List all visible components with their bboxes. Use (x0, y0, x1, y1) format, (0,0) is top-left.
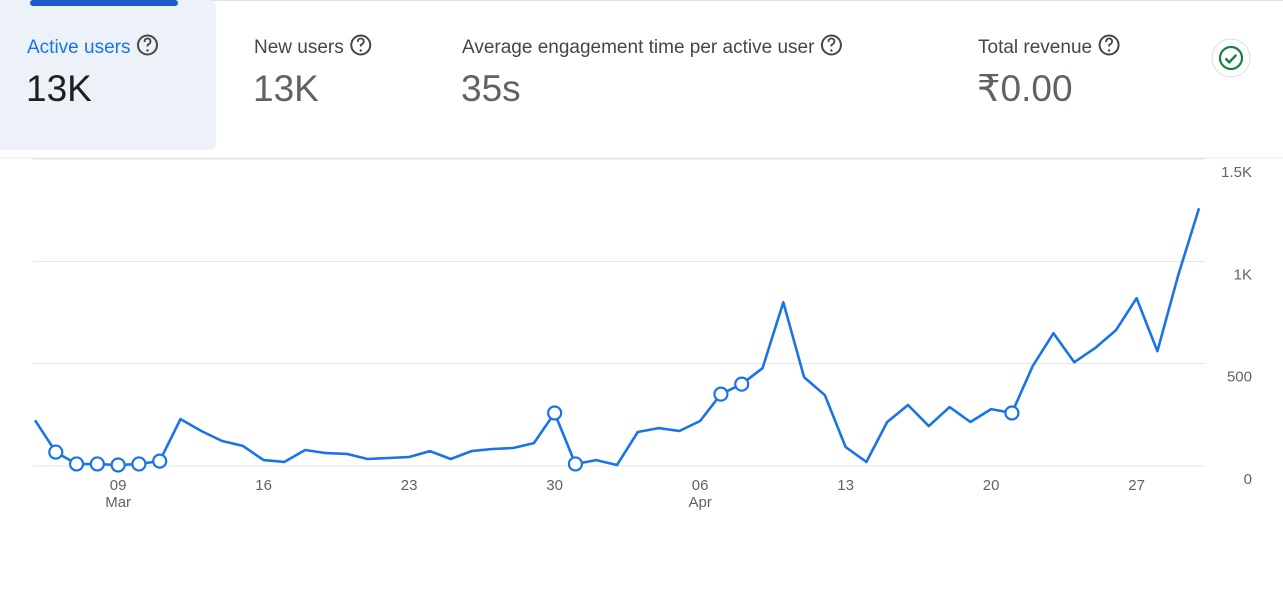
metric-cards: Active users 13K New users 13K Average engag… (26, 34, 1120, 110)
help-glyph (1105, 37, 1113, 47)
help-icon[interactable] (136, 34, 158, 56)
help-icon[interactable] (350, 34, 372, 56)
status-circle (1211, 38, 1251, 78)
anomaly-marker[interactable] (48, 444, 64, 460)
help-circle (136, 34, 158, 56)
help-icon[interactable] (1098, 34, 1120, 56)
x-tick-label: 27 (1128, 477, 1145, 494)
help-dot (359, 49, 362, 52)
metric-label: Average engagement time per active user (462, 37, 815, 58)
metric-value: ₹0.00 (977, 68, 1073, 109)
anomaly-marker[interactable] (131, 456, 147, 472)
anomaly-marker[interactable] (547, 405, 563, 421)
metric-label: Total revenue (978, 37, 1092, 58)
help-circle (350, 34, 372, 56)
x-tick-label: 20 (983, 477, 1000, 494)
x-tick-label: 23 (401, 477, 418, 494)
x-tick-label: 09 (110, 477, 127, 494)
metric-card[interactable]: Active users 13K (26, 34, 158, 110)
y-tick-label: 0 (1244, 471, 1252, 488)
metric-card[interactable]: New users 13K (253, 34, 372, 110)
metric-value: 35s (461, 68, 521, 109)
x-month-label: Apr (688, 494, 711, 511)
status-icon[interactable] (1211, 38, 1251, 78)
x-tick-label: 06 (692, 477, 709, 494)
anomaly-marker[interactable] (152, 453, 168, 469)
metric-label: Active users (27, 37, 130, 58)
check-mark (1224, 53, 1238, 65)
anomaly-marker[interactable] (89, 456, 105, 472)
selected-card-bg[interactable] (0, 0, 216, 150)
x-tick-label: 13 (837, 477, 854, 494)
help-glyph (827, 37, 836, 47)
metric-value: 13K (26, 68, 92, 109)
help-dot (830, 49, 833, 52)
metric-label: New users (254, 37, 344, 58)
anomaly-marker[interactable] (713, 386, 729, 402)
help-circle (1098, 34, 1120, 56)
selected-tab-indicator (30, 0, 178, 6)
anomaly-marker[interactable] (567, 456, 584, 472)
y-tick-label: 1K (1234, 266, 1252, 283)
x-tick-label: 16 (255, 477, 272, 494)
help-circle (820, 34, 842, 56)
x-tick-label: 30 (546, 477, 563, 494)
anomaly-marker[interactable] (110, 457, 126, 473)
y-tick-label: 1.5K (1221, 164, 1252, 181)
help-dot (1107, 49, 1111, 52)
anomaly-marker[interactable] (68, 456, 85, 472)
help-glyph (356, 37, 365, 47)
metric-value: 13K (253, 68, 319, 109)
metric-card[interactable]: Total revenue ₹0.00 (977, 34, 1120, 110)
check-ring (1218, 45, 1244, 71)
y-tick-label: 500 (1227, 369, 1252, 386)
help-glyph (143, 37, 152, 47)
help-dot (146, 49, 149, 52)
help-icon[interactable] (820, 34, 842, 56)
anomaly-marker[interactable] (734, 376, 750, 392)
metric-card[interactable]: Average engagement time per active user 3… (461, 34, 842, 110)
anomaly-marker[interactable] (1004, 405, 1020, 421)
x-month-label: Mar (105, 494, 131, 511)
